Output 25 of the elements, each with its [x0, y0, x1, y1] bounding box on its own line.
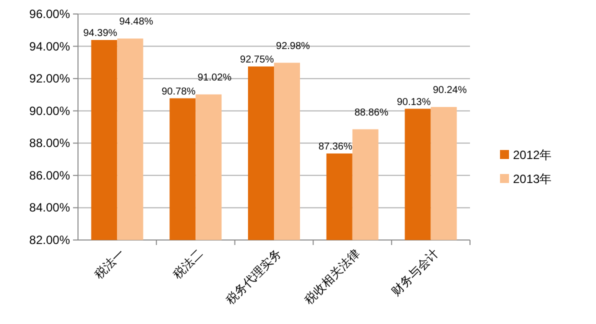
y-tick-label: 86.00%: [29, 168, 70, 182]
legend-label: 2012年: [513, 148, 552, 162]
y-tick-label: 82.00%: [29, 233, 70, 247]
data-label: 92.75%: [240, 54, 274, 66]
data-label: 94.48%: [119, 16, 154, 28]
y-tick-label: 92.00%: [29, 72, 70, 86]
data-label: 87.36%: [318, 141, 352, 152]
data-label: 88.86%: [354, 107, 388, 118]
data-label: 91.02%: [198, 72, 232, 84]
y-tick-label: 88.00%: [29, 136, 70, 150]
data-label: 92.98%: [276, 40, 310, 52]
x-tick-label: 税法二: [170, 246, 206, 282]
data-label: 90.13%: [396, 96, 431, 108]
y-tick-label: 96.00%: [29, 7, 70, 21]
x-tick-label: 财务与会计: [388, 246, 441, 299]
data-label: 90.24%: [432, 84, 467, 96]
y-tick-label: 94.00%: [29, 39, 70, 54]
legend-label: 2013年: [513, 172, 552, 186]
x-tick-label: 税务代理实务: [223, 246, 284, 308]
data-label: 90.78%: [162, 86, 196, 98]
x-tick-label: 税收相关法律: [302, 246, 363, 308]
y-tick-label: 90.00%: [29, 104, 70, 118]
y-tick-label: 84.00%: [29, 200, 70, 215]
x-tick-label: 税法一: [92, 246, 128, 282]
data-label: 94.39%: [83, 28, 118, 39]
